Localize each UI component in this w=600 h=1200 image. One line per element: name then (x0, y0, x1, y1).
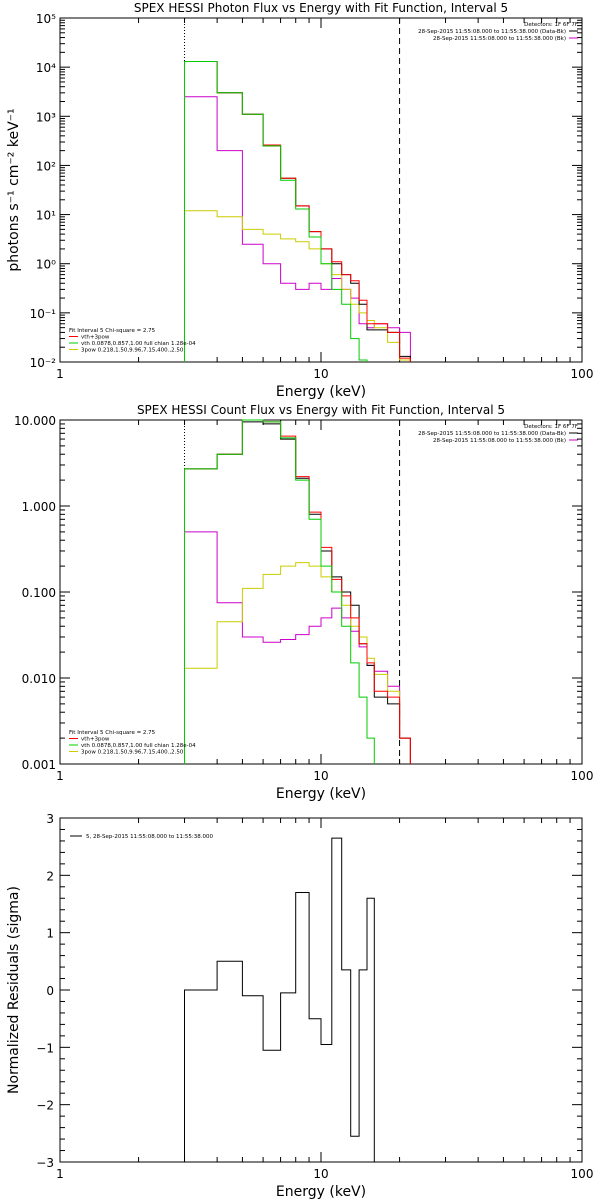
legend-entry: 3pow 0.218,1.50,9.96,7.15,400.,2.50 (81, 348, 184, 354)
y-tick-label: 0 (46, 984, 54, 998)
y-tick-label: 10⁻² (30, 356, 57, 370)
y-tick-label: 10¹ (36, 209, 56, 223)
photon-flux-panel: 1 10 100 10⁻² 10⁻¹ 10⁰ 10¹ 10² 10³ 10⁴ 10⁵ SPEX HES… (6, 1, 593, 400)
y-axis-label: Normalized Residuals (sigma) (6, 886, 22, 1094)
panel-title: SPEX HESSI Count Flux vs Energy with Fit… (137, 403, 505, 417)
y-tick-label: 0.010 (22, 672, 56, 686)
legend-entry: 3pow 0.218,1.50,9.96,7.15,400.,2.50 (81, 750, 184, 756)
x-axis-label: Energy (keV) (276, 786, 366, 802)
x-axis-label: Energy (keV) (276, 384, 366, 400)
series-line-0 (184, 61, 411, 362)
legend-entry: Fit Interval 5 Chi-square = 2.75 (69, 730, 156, 736)
y-tick-label: 2 (46, 869, 54, 883)
y-tick-label: 1.000 (22, 500, 56, 514)
x-tick-label: 10 (313, 769, 328, 783)
legend-entry: 28-Sep-2015 11:55:08.000 to 11:55:38.000… (433, 438, 566, 444)
legend-entry: vth 0.0878,0.857,1.00 full chian 1.28e-0… (81, 341, 196, 347)
series-line-3 (184, 210, 411, 362)
x-axis-label: Energy (keV) (276, 1184, 366, 1200)
y-tick-label: 10⁻¹ (30, 307, 57, 321)
legend-entry: vth+3pow (81, 335, 110, 341)
residuals-panel: 1 10 100 −3 −2 −1 0 1 2 3 Energy (keV) Normalized R… (6, 812, 593, 1200)
series-line-2 (184, 419, 375, 764)
x-tick-label: 1 (56, 1167, 64, 1181)
y-tick-label: 10³ (36, 110, 56, 124)
legend-entry: vth 0.0878,0.857,1.00 full chian 1.28e-0… (81, 743, 196, 749)
y-axis-label: photons s⁻¹ cm⁻² keV⁻¹ (6, 108, 22, 271)
plot-frame (59, 419, 583, 765)
plot-frame (59, 17, 583, 363)
legend-entry: Fit Interval 5 Chi-square = 2.75 (69, 328, 156, 334)
series-line-0 (184, 837, 375, 1162)
y-tick-label: 0.001 (22, 758, 56, 772)
x-tick-label: 1 (56, 367, 64, 381)
count-flux-panel: 1 10 100 0.001 0.010 0.100 1.000 10.000 SPEX HES… (14, 403, 593, 802)
y-tick-label: 10.000 (14, 414, 56, 428)
y-tick-label: −2 (36, 1099, 54, 1113)
x-tick-label: 100 (571, 1167, 594, 1181)
y-tick-label: −3 (36, 1156, 54, 1170)
series-line-0 (184, 421, 411, 764)
legend-entry: vth+3pow (81, 737, 110, 743)
y-tick-label: 10⁵ (36, 12, 56, 26)
plot-frame (59, 817, 583, 1163)
y-tick-label: 0.100 (22, 586, 56, 600)
panel-title: SPEX HESSI Photon Flux vs Energy with Fi… (134, 1, 508, 15)
series-line-3 (184, 562, 411, 764)
detector-label: Detectors: 1F 6F 7F (524, 22, 578, 28)
series-line-1 (184, 419, 411, 764)
x-tick-label: 10 (313, 1167, 328, 1181)
legend-entry: 28-Sep-2015 11:55:08.000 to 11:55:38.000… (433, 36, 566, 42)
y-tick-label: 10² (36, 159, 56, 173)
x-tick-label: 1 (56, 769, 64, 783)
series-line-4 (184, 531, 411, 764)
detector-label: Detectors: 1F 6F 7F (524, 424, 578, 430)
series-line-2 (184, 61, 368, 362)
legend-entry: 28-Sep-2015 11:55:08.000 to 11:55:38.000… (418, 431, 566, 437)
y-tick-label: −1 (36, 1041, 54, 1055)
series-line-1 (184, 61, 411, 362)
y-tick-label: 10⁰ (36, 258, 56, 272)
y-tick-label: 1 (46, 927, 54, 941)
legend-entry: 28-Sep-2015 11:55:08.000 to 11:55:38.000… (418, 29, 566, 35)
y-tick-label: 10⁴ (36, 61, 56, 75)
x-tick-label: 100 (571, 367, 594, 381)
y-tick-label: 3 (46, 812, 54, 826)
series-line-4 (184, 96, 411, 362)
x-tick-label: 10 (313, 367, 328, 381)
legend-entry: 5, 28-Sep-2015 11:55:08.000 to 11:55:38.… (86, 834, 213, 840)
x-tick-label: 100 (571, 769, 594, 783)
